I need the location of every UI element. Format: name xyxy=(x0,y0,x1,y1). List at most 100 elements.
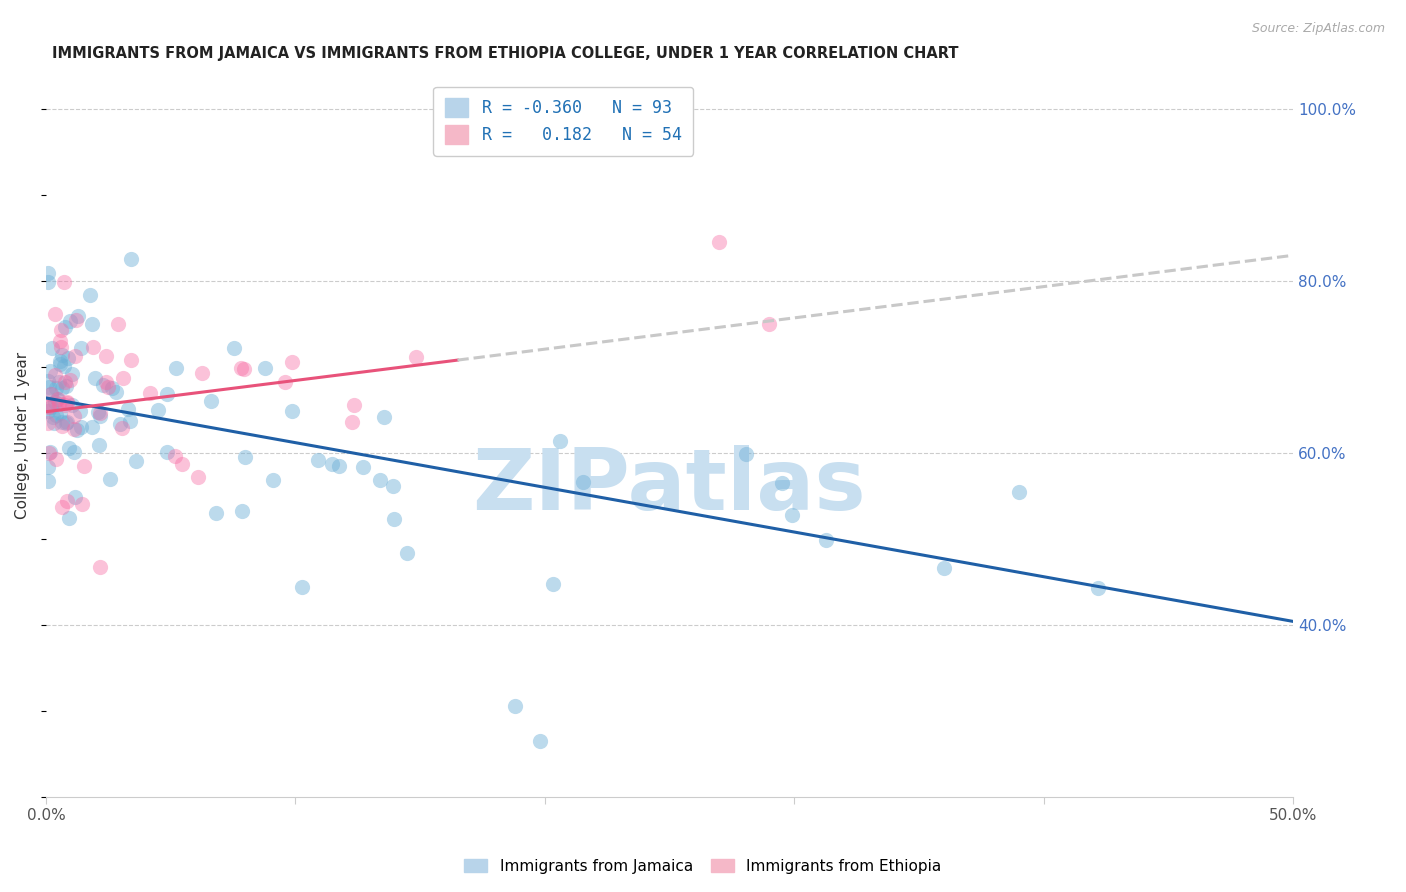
Point xyxy=(66,423,89,437)
Point xyxy=(45,380,67,394)
Point xyxy=(42,409,65,424)
Point xyxy=(405,351,427,365)
Point xyxy=(96,349,118,363)
Text: ZIPatlas: ZIPatlas xyxy=(472,445,866,528)
Point xyxy=(458,132,481,146)
Point xyxy=(770,476,793,491)
Point xyxy=(117,401,139,416)
Point xyxy=(51,323,73,337)
Point xyxy=(66,309,89,323)
Point xyxy=(89,438,111,452)
Point xyxy=(63,422,86,436)
Point xyxy=(53,375,76,389)
Point xyxy=(105,385,128,400)
Point xyxy=(84,371,107,385)
Point xyxy=(709,235,731,250)
Point xyxy=(45,408,67,422)
Point xyxy=(44,368,66,382)
Point xyxy=(39,387,62,401)
Point xyxy=(37,474,59,488)
Point xyxy=(139,385,162,400)
Point xyxy=(38,444,60,458)
Point xyxy=(384,512,406,526)
Point xyxy=(65,349,87,363)
Point xyxy=(37,375,59,389)
Point xyxy=(51,500,73,514)
Point xyxy=(734,447,756,461)
Point xyxy=(62,398,84,412)
Point xyxy=(51,415,73,429)
Point xyxy=(37,400,59,414)
Point xyxy=(280,404,302,418)
Point xyxy=(368,473,391,487)
Point xyxy=(38,400,60,414)
Point xyxy=(395,546,418,560)
Legend: Immigrants from Jamaica, Immigrants from Ethiopia: Immigrants from Jamaica, Immigrants from… xyxy=(458,853,948,880)
Point xyxy=(165,449,187,463)
Point xyxy=(96,375,118,389)
Point xyxy=(69,341,91,355)
Point xyxy=(37,416,59,430)
Point xyxy=(58,351,80,365)
Point xyxy=(146,402,169,417)
Point xyxy=(51,381,73,395)
Point xyxy=(37,275,59,289)
Point xyxy=(200,393,222,408)
Legend: R = -0.360   N = 93, R =   0.182   N = 54: R = -0.360 N = 93, R = 0.182 N = 54 xyxy=(433,87,693,156)
Point xyxy=(343,398,366,412)
Point xyxy=(91,378,114,392)
Point xyxy=(125,454,148,468)
Point xyxy=(232,361,254,376)
Point xyxy=(52,359,75,374)
Point xyxy=(46,392,69,406)
Point xyxy=(112,370,135,384)
Point xyxy=(58,441,80,455)
Point xyxy=(65,313,87,327)
Point xyxy=(55,493,77,508)
Point xyxy=(503,699,526,714)
Point xyxy=(111,421,134,435)
Point xyxy=(39,400,62,414)
Point xyxy=(82,340,104,354)
Point xyxy=(44,394,66,409)
Point xyxy=(69,420,91,434)
Point xyxy=(1007,484,1029,499)
Point xyxy=(48,357,70,371)
Point xyxy=(37,266,59,280)
Point xyxy=(59,314,82,328)
Point xyxy=(280,355,302,369)
Point xyxy=(89,409,111,423)
Point xyxy=(45,392,67,406)
Point xyxy=(56,415,79,429)
Point xyxy=(63,445,86,459)
Point xyxy=(340,416,363,430)
Point xyxy=(253,360,276,375)
Point xyxy=(98,472,121,486)
Point xyxy=(529,734,551,748)
Y-axis label: College, Under 1 year: College, Under 1 year xyxy=(15,352,30,519)
Point xyxy=(38,364,60,378)
Point xyxy=(49,334,72,349)
Point xyxy=(44,307,66,321)
Point xyxy=(38,446,60,460)
Point xyxy=(73,459,96,474)
Point xyxy=(37,404,59,418)
Point xyxy=(79,288,101,302)
Point xyxy=(58,511,80,525)
Point xyxy=(80,317,103,331)
Point xyxy=(172,457,194,471)
Point xyxy=(758,317,780,331)
Point xyxy=(41,341,63,355)
Point xyxy=(572,475,595,490)
Point xyxy=(1087,581,1109,595)
Point xyxy=(165,360,187,375)
Point xyxy=(38,379,60,393)
Point xyxy=(541,577,564,591)
Point xyxy=(37,460,59,475)
Point xyxy=(107,317,129,331)
Point xyxy=(191,366,214,380)
Text: Source: ZipAtlas.com: Source: ZipAtlas.com xyxy=(1251,22,1385,36)
Point xyxy=(120,353,142,368)
Point xyxy=(89,405,111,419)
Point xyxy=(307,453,329,467)
